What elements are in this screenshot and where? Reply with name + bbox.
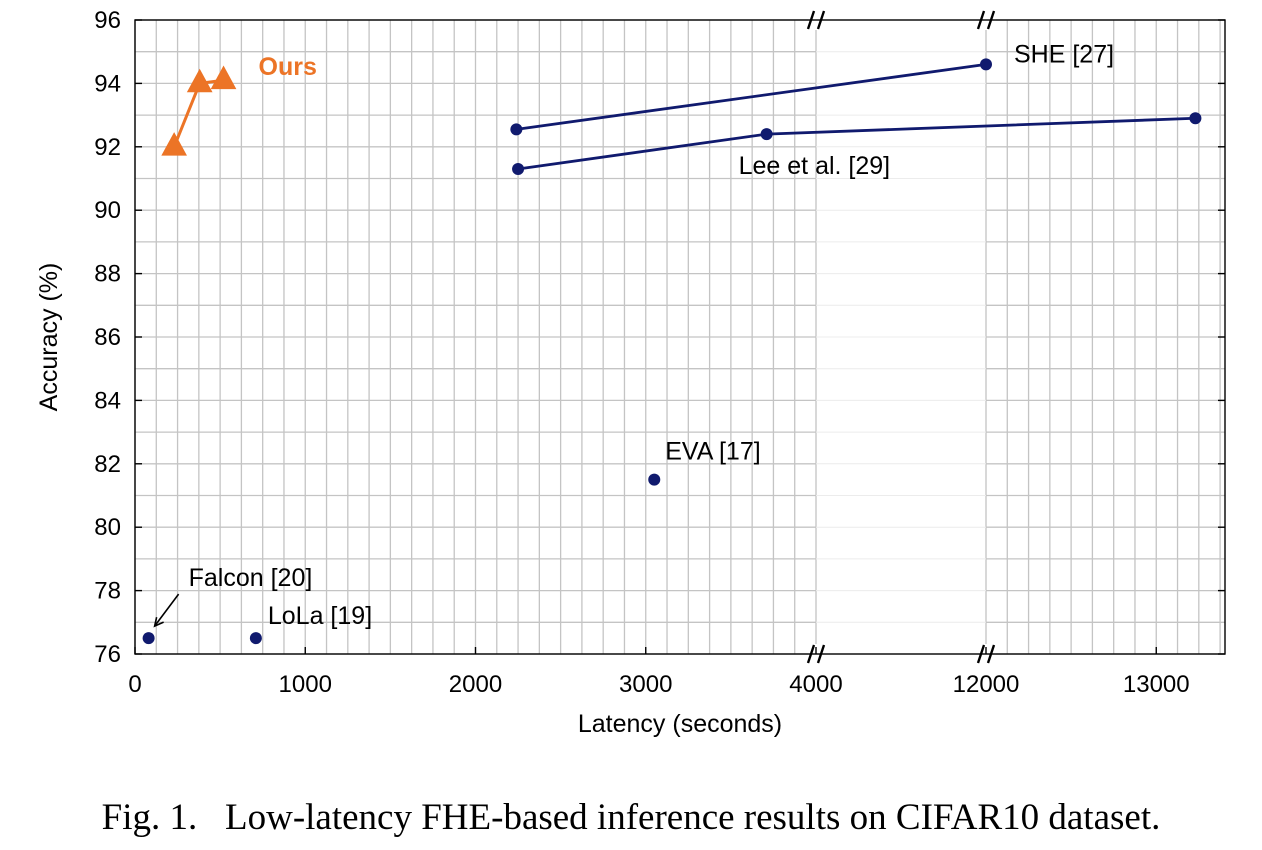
x-tick-label: 4000: [789, 671, 842, 698]
y-tick-label: 96: [94, 7, 121, 34]
y-tick-label: 88: [94, 261, 121, 288]
x-tick-label: 3000: [619, 671, 672, 698]
x-tick-label: 1000: [279, 671, 332, 698]
data-point-circle: [1189, 112, 1202, 125]
arrow-head: [153, 616, 164, 628]
series-ours: [161, 65, 237, 156]
data-point-circle: [512, 162, 525, 175]
series-baseline-2: [512, 112, 1202, 175]
series-label-ours: Ours: [259, 53, 317, 81]
y-tick-label: 82: [94, 451, 121, 478]
x-tick-label: 0: [128, 671, 141, 698]
data-point-circle: [510, 123, 523, 136]
figure-caption: Fig. 1. Low-latency FHE-based inference …: [101, 797, 1161, 838]
annotation-she: SHE [27]: [1014, 40, 1114, 68]
annotation-falcon: Falcon [20]: [189, 564, 313, 592]
grid-lines: [134, 19, 1225, 655]
arrow-shaft: [153, 593, 180, 627]
data-point-triangle: [161, 132, 187, 156]
y-tick-label: 76: [94, 641, 121, 668]
data-point-circle: [249, 632, 262, 645]
data-point-circle: [980, 58, 992, 71]
y-tick-label: 78: [94, 578, 121, 605]
data-point-circle: [142, 632, 155, 645]
y-tick-label: 86: [94, 324, 121, 351]
x-axis-title: Latency (seconds): [578, 710, 782, 738]
data-point-circle: [760, 128, 773, 141]
annotation-arrow-falcon: [153, 593, 180, 628]
annotation-lola: LoLa [19]: [268, 602, 372, 630]
y-tick-label: 80: [94, 514, 121, 541]
data-series: Ours: [142, 53, 1202, 645]
y-tick-label: 84: [94, 387, 121, 414]
y-tick-label: 90: [94, 197, 121, 224]
axes: 76 78 80 82 84 86 88 90 92 94 96 0 1000 2000 3000 4000 1…: [94, 7, 1226, 698]
x-tick-label: 12000: [953, 671, 1020, 698]
data-point-triangle: [186, 68, 213, 93]
data-point-triangle: [210, 65, 237, 90]
series-line: [516, 62, 987, 131]
y-tick-label: 92: [94, 134, 121, 161]
annotation-eva: EVA [17]: [665, 438, 760, 466]
x-tick-label: 13000: [1123, 671, 1190, 698]
y-tick-label: 94: [94, 70, 121, 97]
series-baseline-3: [142, 473, 661, 645]
series-baseline-1: [510, 58, 992, 136]
annotations: SHE [27] Lee et al. [29] EVA [17] Falcon [2…: [153, 40, 1114, 630]
data-point-circle: [648, 473, 661, 486]
y-axis-title: Accuracy (%): [35, 263, 63, 412]
annotation-lee: Lee et al. [29]: [739, 152, 891, 180]
x-tick-label: 2000: [449, 671, 502, 698]
